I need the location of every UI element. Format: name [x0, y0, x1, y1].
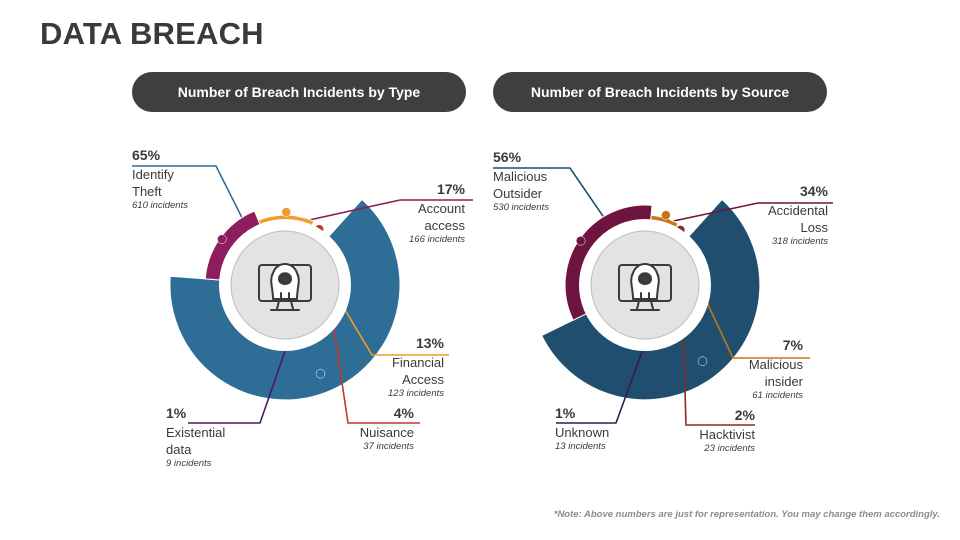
leader-dot-identify-theft	[315, 368, 326, 379]
category-label-line: Unknown	[555, 425, 609, 440]
percent-label: 56%	[493, 149, 522, 165]
footnote: *Note: Above numbers are just for repres…	[553, 509, 940, 520]
category-label-line: Malicious	[493, 169, 548, 184]
count-label: 37 incidents	[363, 441, 414, 452]
percent-label: 17%	[437, 181, 466, 197]
count-label: 61 incidents	[752, 390, 803, 401]
count-label: 9 incidents	[166, 458, 212, 469]
category-label-line: Theft	[132, 184, 162, 199]
category-label-line: Nuisance	[360, 425, 414, 440]
percent-label: 1%	[555, 405, 576, 421]
percent-label: 13%	[416, 335, 445, 351]
category-label-line: Accidental	[768, 203, 828, 218]
category-label-line: access	[425, 218, 466, 233]
page-title: DATA BREACH	[40, 16, 264, 51]
count-label: 123 incidents	[388, 388, 444, 399]
category-label-line: data	[166, 442, 192, 457]
category-label-line: Outsider	[493, 186, 543, 201]
percent-label: 1%	[166, 405, 187, 421]
leader-dot-account-access	[217, 234, 227, 244]
percent-label: 34%	[800, 183, 829, 199]
count-label: 530 incidents	[493, 202, 549, 213]
leader-dot-malicious-insider	[661, 210, 671, 220]
percent-label: 4%	[394, 405, 415, 421]
category-label-line: Access	[402, 372, 444, 387]
leader-dot-accidental-loss	[575, 236, 586, 246]
leader-dot-malicious-outsider	[697, 356, 708, 366]
count-label: 610 incidents	[132, 200, 188, 211]
count-label: 23 incidents	[703, 443, 755, 454]
leader-dot-financial-access	[281, 207, 292, 217]
category-label-line: Loss	[801, 220, 829, 235]
count-label: 318 incidents	[772, 236, 828, 247]
category-label-line: Existential	[166, 425, 225, 440]
hacker-computer-icon	[618, 263, 672, 311]
category-label-line: Financial	[392, 355, 444, 370]
category-label-line: Identify	[132, 167, 174, 182]
percent-label: 7%	[783, 337, 804, 353]
chart-title-by-source: Number of Breach Incidents by Source	[493, 72, 827, 112]
category-label-line: Account	[418, 201, 465, 216]
category-label-line: Hacktivist	[699, 427, 755, 442]
count-label: 13 incidents	[555, 441, 606, 452]
chart-title-by-type: Number of Breach Incidents by Type	[132, 72, 466, 112]
category-label-line: insider	[765, 374, 804, 389]
category-label-line: Malicious	[749, 357, 804, 372]
count-label: 166 incidents	[409, 234, 465, 245]
percent-label: 65%	[132, 147, 161, 163]
hacker-computer-icon	[258, 263, 312, 311]
percent-label: 2%	[735, 407, 756, 423]
